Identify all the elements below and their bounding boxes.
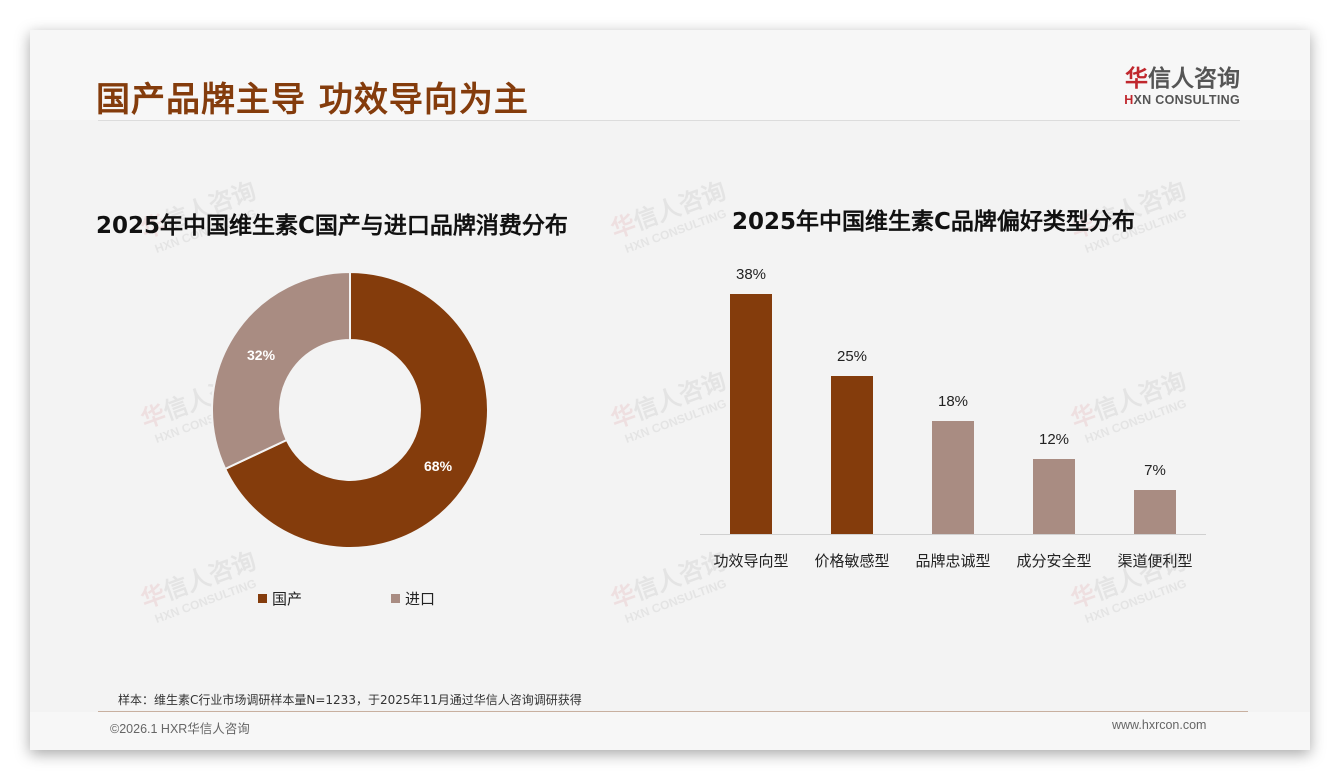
category-label: 价格敏感型 xyxy=(814,552,890,570)
donut-svg xyxy=(211,270,489,549)
footer-divider xyxy=(98,711,1248,712)
legend-item-domestic: 国产 xyxy=(258,588,302,609)
donut-label-domestic: 68% xyxy=(424,458,453,474)
donut-chart: 68% 32% xyxy=(210,270,490,550)
logo-mark: 华 xyxy=(1125,66,1148,92)
website-link[interactable]: www.hxrcon.com xyxy=(1112,718,1207,732)
category-label: 成分安全型 xyxy=(1016,552,1092,570)
category-label: 品牌忠诚型 xyxy=(915,552,991,570)
logo-en-text: XN CONSULTING xyxy=(1133,93,1240,107)
bar-channel-convenience[interactable] xyxy=(1134,490,1176,534)
page-title: 国产品牌主导 功效导向为主 xyxy=(96,80,529,120)
sample-note: 样本：维生素C行业市场调研样本量N=1233，于2025年11月通过华信人咨询调… xyxy=(118,693,582,707)
logo-en-mark: H xyxy=(1124,93,1134,107)
category-label: 渠道便利型 xyxy=(1117,552,1193,570)
donut-slice-import[interactable] xyxy=(211,270,351,471)
donut-label-import: 32% xyxy=(247,347,276,363)
legend-item-import: 进口 xyxy=(391,588,435,609)
legend-swatch-import xyxy=(391,594,400,603)
company-logo: 华信人咨询 HXN CONSULTING xyxy=(1110,66,1240,108)
logo-cn-text: 信人咨询 xyxy=(1148,66,1240,92)
bar-efficacy[interactable] xyxy=(730,294,772,534)
bar-value: 25% xyxy=(836,348,868,365)
legend-label: 进口 xyxy=(405,590,436,608)
bar-chart-title: 2025年中国维生素C品牌偏好类型分布 xyxy=(732,209,1135,235)
bar-value: 7% xyxy=(1144,462,1166,479)
copyright: ©2026.1 HXR华信人咨询 xyxy=(110,722,250,736)
bar-value: 12% xyxy=(1038,431,1070,448)
donut-chart-title: 2025年中国维生素C国产与进口品牌消费分布 xyxy=(96,213,568,239)
x-axis xyxy=(700,534,1206,535)
watermark: 华信人咨询 HXN CONSULTING xyxy=(137,546,260,626)
bar-value: 18% xyxy=(937,393,969,410)
slide: 华信人咨询 HXN CONSULTING 华信人咨询 HXN CONSULTING … xyxy=(30,30,1310,750)
donut-slice-domestic[interactable] xyxy=(223,270,489,549)
bar-ingredient-safety[interactable] xyxy=(1033,459,1075,534)
bar-brand-loyal[interactable] xyxy=(932,421,974,534)
legend-label: 国产 xyxy=(272,590,303,608)
category-label: 功效导向型 xyxy=(713,552,789,570)
bar-price-sensitive[interactable] xyxy=(831,376,873,534)
footer-band xyxy=(30,712,1310,750)
title-divider xyxy=(98,120,1240,121)
header-band xyxy=(30,30,1310,120)
bar-chart: 38% 25% 18% 12% 7% 功效导向型 价格敏感型 品牌忠诚型 成分安… xyxy=(700,260,1206,580)
bar-value: 38% xyxy=(735,266,767,283)
legend-swatch-domestic xyxy=(258,594,267,603)
watermark: 华信人咨询 HXN CONSULTING xyxy=(607,176,730,256)
